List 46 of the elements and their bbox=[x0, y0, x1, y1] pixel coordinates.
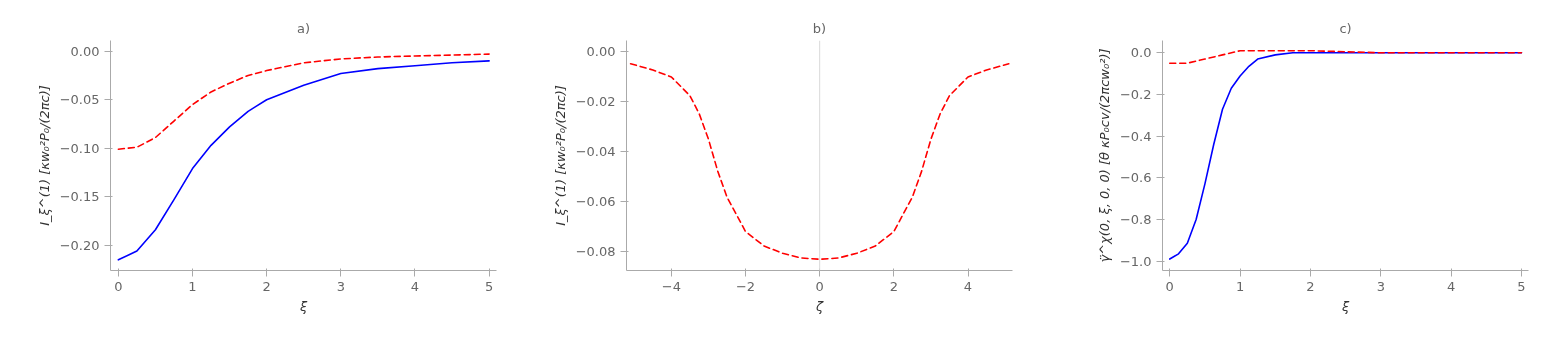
line-series bbox=[629, 62, 1010, 261]
x-tick-label: 5 bbox=[484, 278, 494, 294]
x-tick-label: 5 bbox=[1517, 278, 1526, 294]
chart-title: a) bbox=[296, 20, 311, 36]
y-tick-label: −0.4 bbox=[1119, 128, 1152, 144]
chart-title: b) bbox=[812, 20, 827, 36]
y-tick-label: −1.0 bbox=[1119, 253, 1152, 269]
y-tick-label: −0.05 bbox=[59, 92, 100, 108]
y-tick-label: −0.06 bbox=[575, 193, 616, 209]
line-series bbox=[117, 60, 490, 261]
x-tick-label: 0 bbox=[114, 278, 123, 294]
y-tick-label: 0.0 bbox=[1130, 45, 1152, 61]
y-axis-title: γ̈^χ(0, ξ, 0, 0) [θ κP₀cv/(2πcw₀²)] bbox=[1096, 48, 1112, 263]
y-tick-label: −0.2 bbox=[1119, 86, 1152, 102]
x-tick-label: 3 bbox=[336, 278, 345, 294]
y-tick-label: −0.15 bbox=[59, 189, 100, 205]
y-tick-label: 0.00 bbox=[70, 43, 100, 59]
x-tick-label: 4 bbox=[410, 278, 420, 294]
x-axis-title: ξ bbox=[1340, 298, 1350, 314]
x-tick-label: 1 bbox=[1235, 278, 1245, 294]
x-axis-title: ζ bbox=[814, 298, 824, 314]
chart-title: c) bbox=[1339, 20, 1352, 36]
y-tick-label: 0.00 bbox=[586, 43, 616, 59]
x-tick-label: 2 bbox=[262, 278, 271, 294]
x-tick-label: 2 bbox=[889, 278, 898, 294]
x-tick-label: 0 bbox=[815, 278, 824, 294]
y-tick-label: −0.6 bbox=[1119, 170, 1152, 186]
x-tick-label: 1 bbox=[188, 278, 197, 294]
x-tick-label: 3 bbox=[1376, 278, 1385, 294]
y-tick-label: −0.8 bbox=[1119, 211, 1152, 227]
x-axis-title: ξ bbox=[298, 298, 308, 314]
y-tick-label: −0.02 bbox=[575, 93, 616, 109]
x-tick-label: −2 bbox=[735, 278, 756, 294]
y-axis-title: I_ξ^(1) [κw₀²P₀/(2πc)] bbox=[552, 85, 568, 226]
x-tick-label: 4 bbox=[963, 278, 973, 294]
y-tick-label: −0.20 bbox=[59, 237, 100, 253]
y-axis-title: I_ξ^(1) [κw₀²P₀/(2πc)] bbox=[36, 85, 52, 226]
x-tick-label: 4 bbox=[1446, 278, 1456, 294]
x-tick-label: 0 bbox=[1165, 278, 1174, 294]
line-series bbox=[1168, 49, 1523, 65]
y-tick-label: −0.10 bbox=[59, 140, 100, 156]
x-tick-label: 2 bbox=[1306, 278, 1315, 294]
y-tick-label: −0.04 bbox=[575, 143, 616, 159]
y-tick-label: −0.08 bbox=[575, 243, 616, 259]
x-tick-label: −4 bbox=[661, 278, 681, 294]
line-series bbox=[117, 53, 490, 150]
